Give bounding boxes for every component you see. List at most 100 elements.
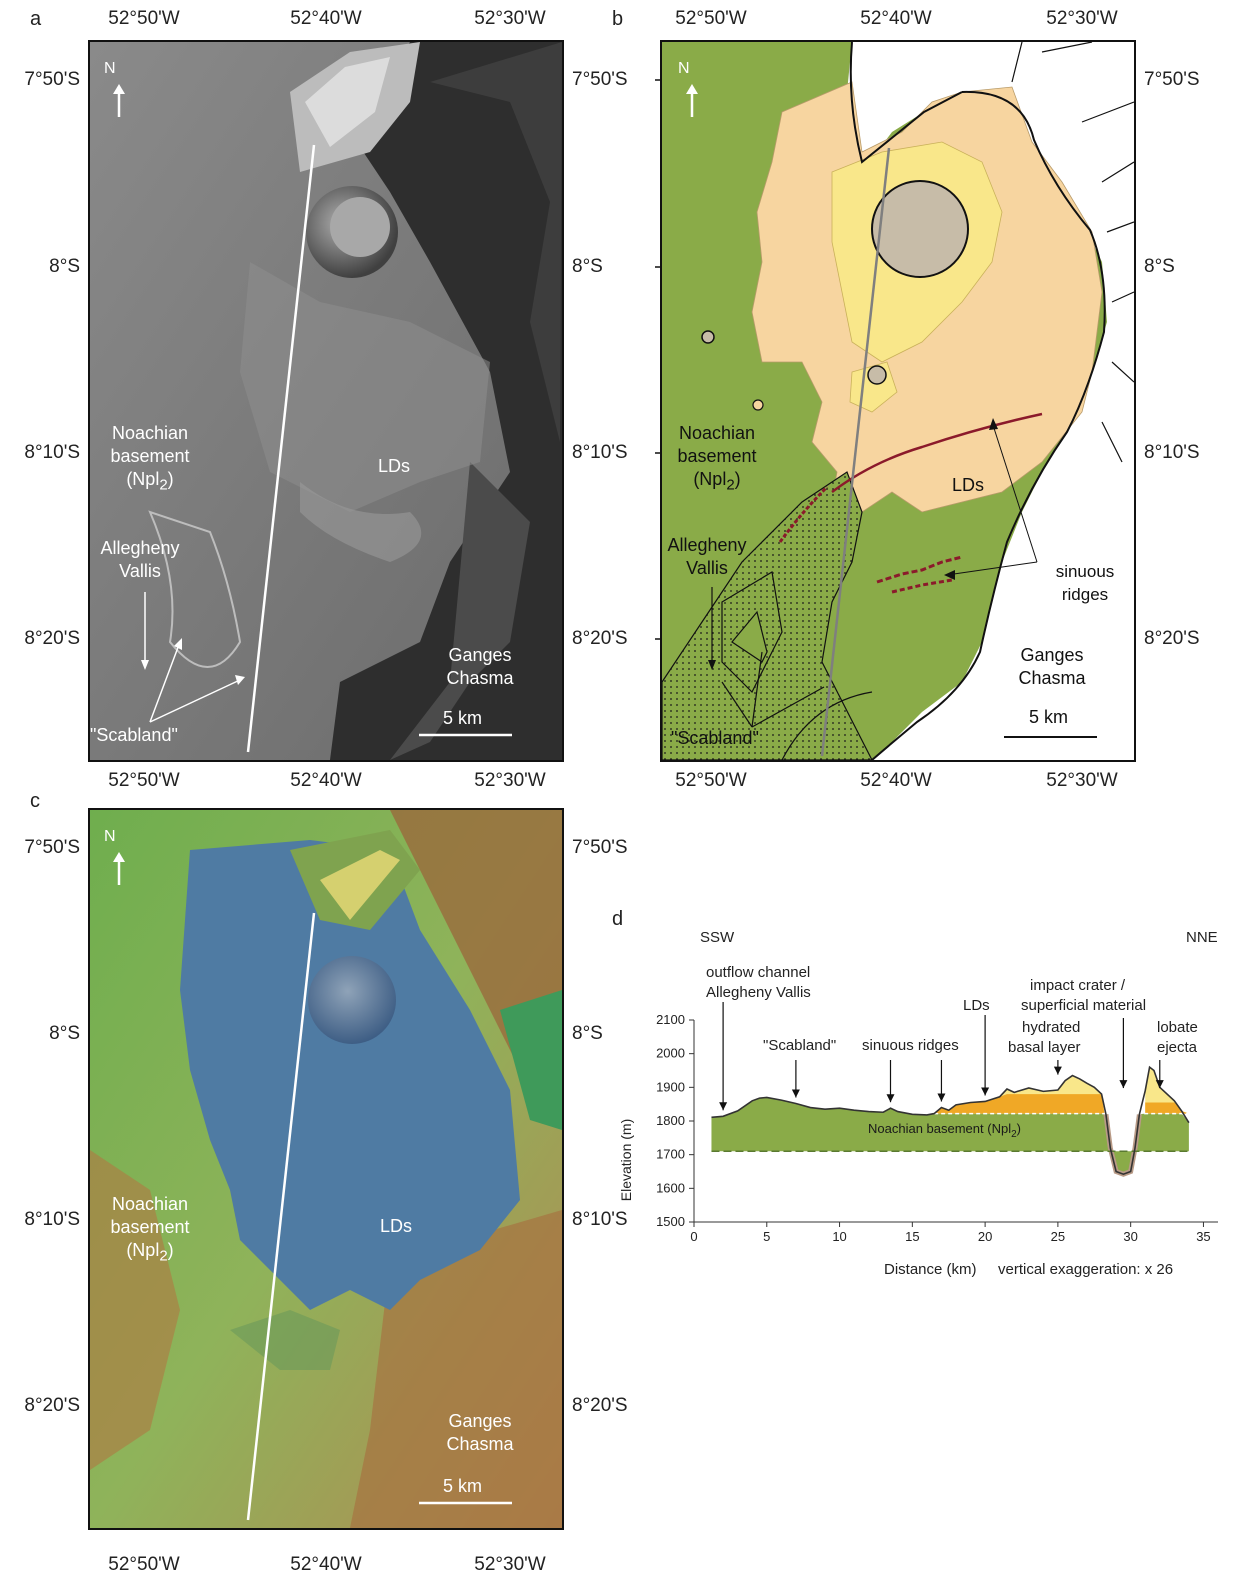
lat-label-right-1: 7°50'S [572, 69, 628, 90]
north-arrow-a [113, 84, 125, 94]
noachian-unit: (Npl [126, 1240, 160, 1260]
annot-lobate-1: lobate [1157, 1019, 1198, 1036]
noachian-sub: 2 [726, 476, 735, 494]
scabland-label-b: "Scabland" [671, 728, 759, 748]
noachian-close: ) [167, 1240, 174, 1260]
x-tick-label: 25 [1051, 1229, 1065, 1244]
plot-area: 0 5 10 15 20 25 30 35 1500 1600 1700 1800 1900 2000 21… [656, 1002, 1218, 1244]
lds-label-c: LDs [380, 1216, 413, 1236]
allegheny-line-1: Allegheny [100, 538, 180, 558]
lat-label-right-4: 8°20'S [1144, 628, 1200, 649]
lon-label-bottom-2: 52°40'W [860, 770, 932, 791]
annot-hydrated-2: basal layer [1008, 1039, 1081, 1056]
profile-line [711, 1065, 1190, 1176]
scabland-unit [662, 471, 873, 760]
basement-area [711, 1097, 1189, 1175]
lat-label-left-1: 7°50'S [24, 837, 80, 858]
noachian-label-b: Noachian basement (Npl2) [667, 422, 767, 497]
scabland-label-a: "Scabland" [90, 725, 178, 745]
noachian-line-3: (Npl2) [667, 468, 767, 497]
impact-crater [871, 180, 969, 278]
sinuous-ridge-1 [831, 412, 1043, 494]
annot-lobate-2: ejecta [1157, 1039, 1198, 1056]
ganges-line-1: Ganges [1020, 645, 1084, 665]
lat-label-right-4: 8°20'S [572, 628, 628, 649]
x-tick-label: 20 [978, 1229, 992, 1244]
lon-label-top-1: 52°50'W [108, 8, 180, 29]
annot-hydrated-1: hydrated [1022, 1019, 1080, 1036]
lds-lower-layer [934, 1094, 1105, 1114]
allegheny-label-b: Allegheny Vallis [662, 534, 752, 580]
x-tick-label: 35 [1196, 1229, 1210, 1244]
allegheny-line-2: Vallis [119, 561, 161, 581]
ganges-line-2: Chasma [446, 668, 514, 688]
noachian-close: ) [167, 469, 174, 489]
dir-label-ssw: SSW [700, 929, 735, 946]
profile-line-c [246, 912, 316, 1521]
annot-lds: LDs [963, 997, 990, 1014]
image-terrain-a [90, 42, 562, 760]
annot-impact-1: impact crater / [1030, 977, 1126, 994]
noachian-unit: (Npl [126, 469, 160, 489]
lon-label-top-2: 52°40'W [290, 8, 362, 29]
lon-label-bottom-3: 52°30'W [474, 1554, 546, 1575]
noachian-sub: 2 [1011, 1129, 1017, 1140]
scale-label-b: 5 km [1029, 707, 1069, 727]
ganges-label-a: Ganges Chasma [435, 644, 525, 690]
noachian-sub: 2 [159, 1247, 168, 1265]
dir-label-nne: NNE [1186, 929, 1218, 946]
lds-label-b: LDs [952, 475, 985, 495]
lon-label-bottom-3: 52°30'W [474, 770, 546, 791]
lat-label-left-3: 8°10'S [24, 442, 80, 463]
annot-outflow-1: outflow channel [706, 964, 810, 981]
panel-letter-a: a [30, 8, 42, 30]
x-tick-label: 15 [905, 1229, 919, 1244]
noachian-line-2: basement [677, 446, 757, 466]
noachian-line-3: (Npl2) [95, 1239, 205, 1268]
lat-label-right-1: 7°50'S [1144, 69, 1200, 90]
lat-label-left-1: 7°50'S [24, 69, 80, 90]
lon-label-bottom-1: 52°50'W [108, 1554, 180, 1575]
lon-label-bottom-2: 52°40'W [290, 1554, 362, 1575]
y-tick-label: 2100 [656, 1012, 685, 1027]
noachian-label-d: Noachian basement (Npl2) [868, 1121, 1021, 1140]
lat-label-left-2: 8°S [49, 1023, 80, 1044]
ganges-line-1: Ganges [448, 1411, 512, 1431]
x-axis-label: Distance (km) [884, 1261, 977, 1278]
north-label-c: N [104, 828, 116, 845]
y-tick-label: 1900 [656, 1079, 685, 1094]
annotation-arrowhead [791, 1089, 800, 1098]
annotation-arrowhead [937, 1093, 946, 1102]
annot-sinuous: sinuous ridges [862, 1037, 959, 1054]
allegheny-line-1: Allegheny [667, 535, 747, 555]
vertical-exaggeration-label: vertical exaggeration: x 26 [998, 1261, 1173, 1278]
panel-letter-d: d [612, 908, 624, 930]
y-tick-label: 1700 [656, 1147, 685, 1162]
lat-label-right-2: 8°S [1144, 256, 1175, 277]
north-arrow-c [113, 852, 125, 862]
ganges-line-2: Chasma [1018, 668, 1086, 688]
north-label-a: N [104, 60, 116, 77]
noachian-line-3: (Npl2) [95, 468, 205, 497]
lds-blue-unit [180, 840, 520, 1310]
scale-label-a: 5 km [443, 708, 483, 728]
noachian-unit: (Npl [693, 469, 727, 489]
noachian-sub: 2 [159, 476, 168, 494]
lat-label-right-2: 8°S [572, 1023, 603, 1044]
lon-label-bottom-3: 52°30'W [1046, 770, 1118, 791]
lon-label-bottom-2: 52°40'W [290, 770, 362, 791]
annotation-arrowhead [1119, 1080, 1128, 1089]
elevation-profile-chart: SSW NNE outflow channel Allegheny Vallis… [618, 929, 1218, 1278]
annotation-arrowhead [1053, 1066, 1062, 1075]
lon-label-top-1: 52°50'W [675, 8, 747, 29]
lat-label-left-2: 8°S [49, 256, 80, 277]
lon-label-top-2: 52°40'W [860, 8, 932, 29]
noachian-line-1: Noachian [111, 1194, 189, 1214]
lat-label-right-1: 7°50'S [572, 837, 628, 858]
annot-outflow-2: Allegheny Vallis [706, 984, 811, 1001]
sinuous-line-2: ridges [1061, 585, 1109, 604]
noachian-close: ) [734, 469, 741, 489]
lon-label-bottom-1: 52°50'W [675, 770, 747, 791]
lon-label-bottom-1: 52°50'W [108, 770, 180, 791]
annotation-arrowhead [886, 1094, 895, 1103]
